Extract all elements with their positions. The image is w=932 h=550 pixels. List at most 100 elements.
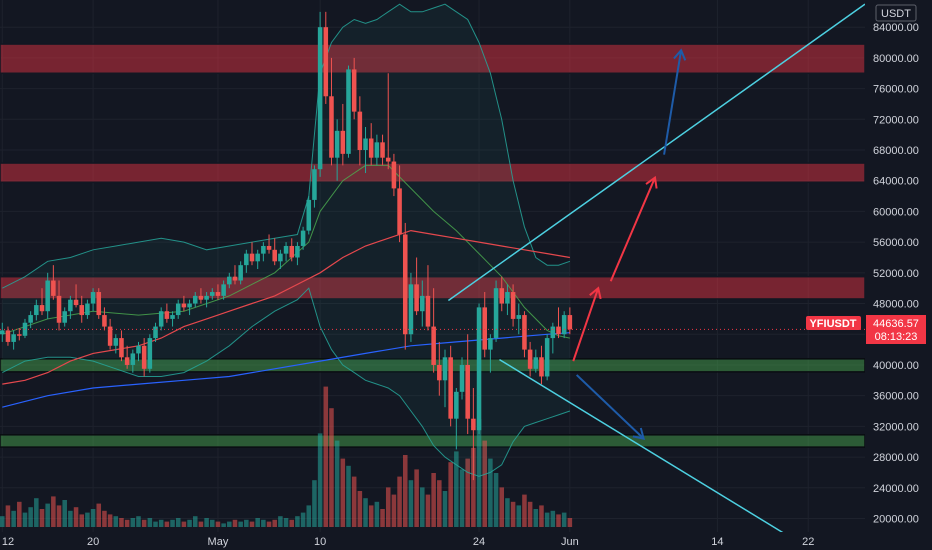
candle-body (153, 326, 158, 339)
volume-bar (192, 516, 198, 527)
candle-body (493, 288, 499, 339)
candle-body (79, 305, 85, 316)
candle-body (266, 245, 272, 250)
volume-bar (215, 521, 221, 527)
bollinger-upper-line (2, 3, 571, 289)
candle-body (113, 338, 119, 346)
bollinger-lower-line (2, 287, 571, 477)
candle-body (459, 364, 465, 392)
volume-bar (442, 491, 448, 527)
candle-body (102, 315, 107, 327)
candle-body (170, 315, 175, 319)
candle-body (544, 338, 550, 377)
volume-bar (357, 491, 363, 527)
time-axis[interactable] (0, 532, 932, 550)
price-tick-label: 52000.00 (873, 268, 919, 280)
candle-body (295, 245, 300, 258)
candle-body (448, 357, 453, 419)
candle-body (550, 326, 556, 339)
volume-bar (561, 512, 567, 527)
candle-body (408, 284, 414, 335)
volume-bar (28, 507, 33, 527)
trendlines[interactable] (447, 3, 866, 546)
candle-body (244, 253, 249, 266)
candle-body (306, 199, 312, 231)
volume-bar (68, 510, 73, 527)
volume-bar (363, 498, 368, 527)
volume-bar (0, 516, 5, 527)
candle-body (397, 188, 402, 235)
volume-bar (295, 516, 300, 527)
price-axis[interactable] (865, 0, 932, 532)
volume-bar (232, 519, 238, 527)
volume-bar (261, 519, 266, 527)
candle-body (175, 303, 181, 316)
volume-bar (113, 516, 119, 527)
volume-bar (278, 516, 283, 527)
volume-bar (465, 458, 470, 527)
price-tick-label: 56000.00 (873, 237, 919, 249)
candle-body (187, 303, 192, 308)
volume-bar (238, 521, 243, 527)
volume-bar (62, 500, 67, 527)
candle-body (39, 305, 45, 312)
price-tick-label: 24000.00 (873, 483, 919, 495)
time-axis-labels: 12 20 May 10 24 Jun 14 22 (2, 536, 814, 548)
resistance-zone (0, 43, 866, 74)
volume-bar (39, 509, 45, 527)
candle-body (198, 295, 204, 300)
candle-body (420, 295, 425, 312)
volume-bar (85, 512, 90, 527)
volume-bar (414, 469, 419, 527)
candle-body (255, 253, 260, 262)
volume-bar (187, 519, 192, 527)
candle-body (533, 357, 539, 369)
volume-bar (170, 519, 175, 527)
arrow-shaft (609, 177, 656, 282)
candle-body (357, 111, 363, 151)
candle-body (5, 330, 11, 342)
projection-arrows[interactable] (572, 48, 687, 440)
price-tick-label: 72000.00 (873, 114, 919, 126)
candle-body (482, 307, 487, 350)
candle-body (147, 338, 153, 369)
price-tick-label: 36000.00 (873, 391, 919, 403)
candle-body (527, 349, 533, 369)
volume-bar (51, 496, 56, 527)
volume-bar (368, 505, 374, 527)
time-tick-label: 22 (802, 536, 814, 548)
currency-badge[interactable]: USDT (875, 4, 917, 22)
volume-bar (244, 519, 249, 527)
price-tick-label: 20000.00 (873, 513, 919, 525)
volume-bar (476, 419, 482, 527)
volume-bar (96, 503, 102, 527)
candle-body (522, 315, 527, 350)
volume-bar (119, 518, 124, 527)
time-tick-label: 20 (87, 536, 99, 548)
candle-body (402, 234, 408, 335)
candle-body (73, 299, 79, 306)
candle-body (96, 292, 102, 316)
candle-body (385, 157, 391, 162)
volume-bar (329, 408, 334, 527)
volume-bar (482, 440, 487, 527)
volume-bar (323, 386, 329, 527)
trendline-lower (499, 358, 805, 546)
time-tick-label: 24 (473, 536, 485, 548)
price-tick-label: 68000.00 (873, 145, 919, 157)
candle-body (437, 364, 442, 381)
volume-bar (312, 480, 317, 527)
candle-body (380, 142, 385, 158)
candle-body (312, 169, 317, 200)
candle-body (107, 326, 113, 346)
candle-body (249, 253, 255, 262)
volume-bar (56, 505, 62, 527)
volume-bar (408, 480, 414, 527)
candle-body (0, 330, 5, 335)
candle-body (62, 311, 67, 323)
candle-body (34, 305, 39, 316)
candle-body (431, 326, 436, 365)
arrow-shaft (572, 287, 600, 362)
